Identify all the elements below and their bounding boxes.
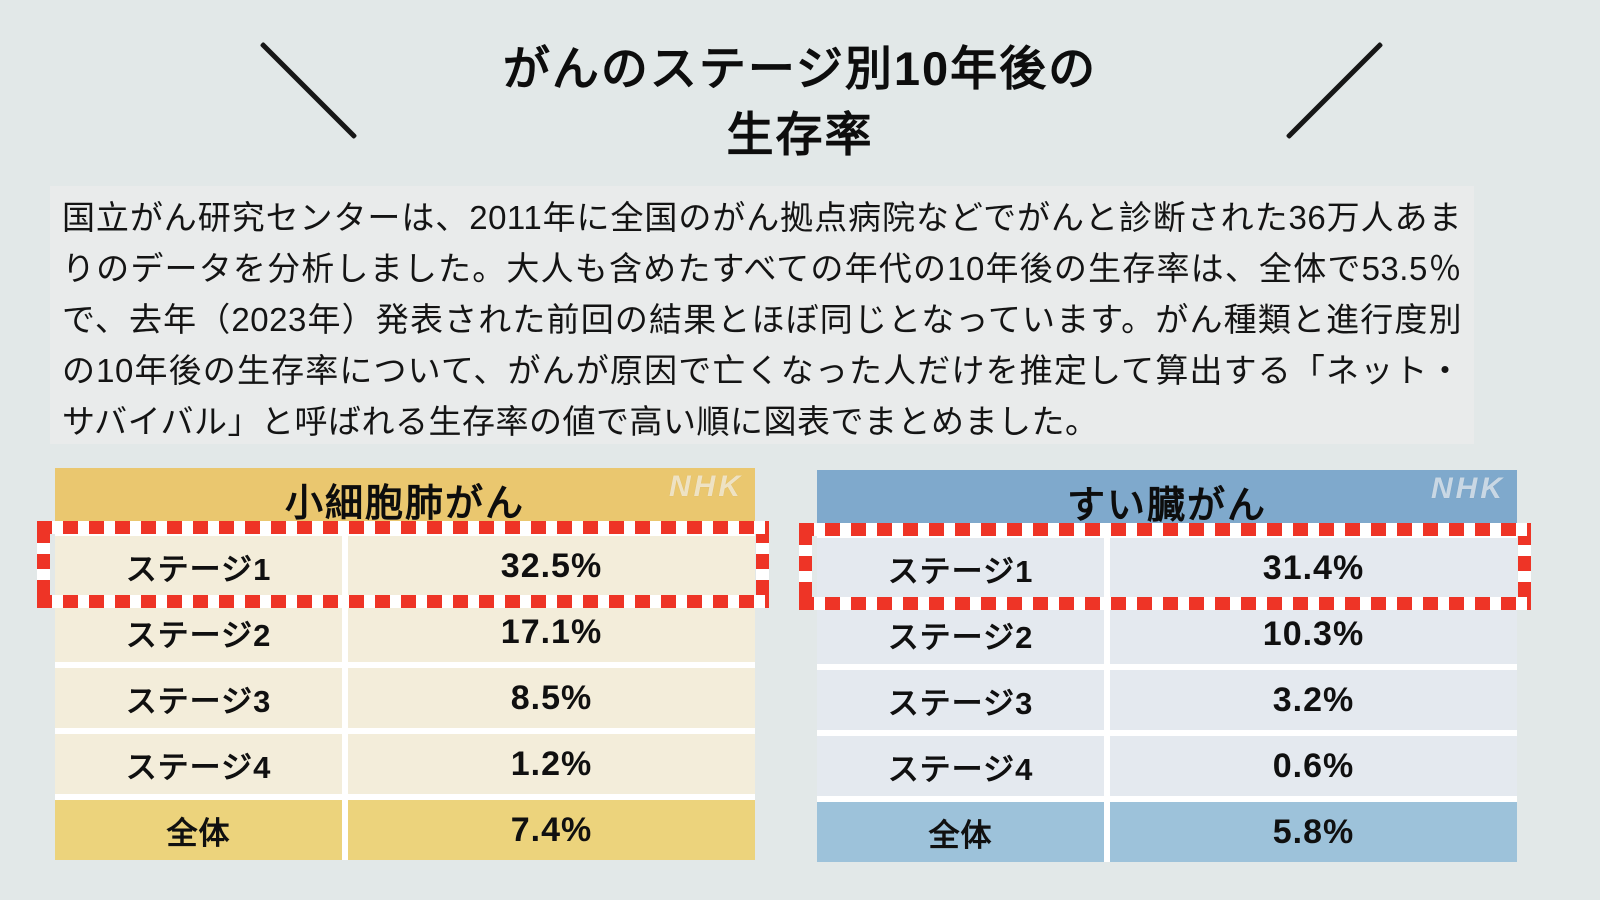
intro-paragraph: 国立がん研究センターは、2011年に全国のがん拠点病院などでがんと診断された36…: [50, 186, 1474, 444]
stage-label-cell: ステージ2: [55, 602, 342, 662]
nhk-watermark: NHK: [1431, 472, 1505, 505]
table-title: 小細胞肺がん: [284, 482, 525, 525]
stage-label-cell: 全体: [55, 800, 342, 860]
survival-table-small-cell-lung: 小細胞肺がん NHK ステージ1 32.5% ステージ2 17.1% ステージ3 8.5%…: [37, 468, 769, 860]
table-row-total: 全体 7.4%: [55, 800, 755, 860]
table-header-small-cell-lung: 小細胞肺がん NHK: [55, 468, 755, 530]
stage-label-cell: ステージ1: [55, 536, 342, 596]
table-title: すい臓がん: [1066, 484, 1267, 527]
stage-label-cell: 全体: [817, 802, 1104, 862]
survival-value-cell: 17.1%: [348, 602, 755, 662]
highlight-dash-right: [1518, 536, 1531, 597]
survival-value-cell: 31.4%: [1110, 538, 1517, 598]
survival-table-pancreatic: すい臓がん NHK ステージ1 31.4% ステージ2 10.3% ステージ3 3.2% ス…: [799, 470, 1531, 862]
survival-value-cell: 5.8%: [1110, 802, 1517, 862]
table-row: ステージ1 31.4%: [799, 523, 1531, 610]
highlight-dash-left: [799, 536, 812, 597]
stage-label-cell: ステージ3: [817, 670, 1104, 730]
nhk-watermark: NHK: [669, 470, 743, 503]
page-title-line-2: 生存率: [726, 108, 874, 161]
stage-label-cell: ステージ2: [817, 604, 1104, 664]
table-row: ステージ4 1.2%: [55, 734, 755, 794]
survival-value-cell: 3.2%: [1110, 670, 1517, 730]
page-title-line-1: がんのステージ別10年後の: [502, 42, 1098, 95]
table-row: ステージ4 0.6%: [817, 736, 1517, 796]
survival-value-cell: 1.2%: [348, 734, 755, 794]
stage-label-cell: ステージ4: [55, 734, 342, 794]
table-row: ステージ3 8.5%: [55, 668, 755, 728]
survival-value-cell: 0.6%: [1110, 736, 1517, 796]
table-row: ステージ2 10.3%: [817, 604, 1517, 664]
highlight-dash-left: [37, 534, 50, 595]
stage-label-cell: ステージ1: [817, 538, 1104, 598]
survival-value-cell: 7.4%: [348, 800, 755, 860]
highlight-dash-right: [756, 534, 769, 595]
table-row: ステージ3 3.2%: [817, 670, 1517, 730]
survival-value-cell: 8.5%: [348, 668, 755, 728]
table-row: ステージ1 32.5%: [37, 521, 769, 608]
table-header-pancreatic: すい臓がん NHK: [817, 470, 1517, 532]
stage-label-cell: ステージ3: [55, 668, 342, 728]
stage-label-cell: ステージ4: [817, 736, 1104, 796]
survival-value-cell: 32.5%: [348, 536, 755, 596]
survival-value-cell: 10.3%: [1110, 604, 1517, 664]
table-row-total: 全体 5.8%: [817, 802, 1517, 862]
table-row: ステージ2 17.1%: [55, 602, 755, 662]
